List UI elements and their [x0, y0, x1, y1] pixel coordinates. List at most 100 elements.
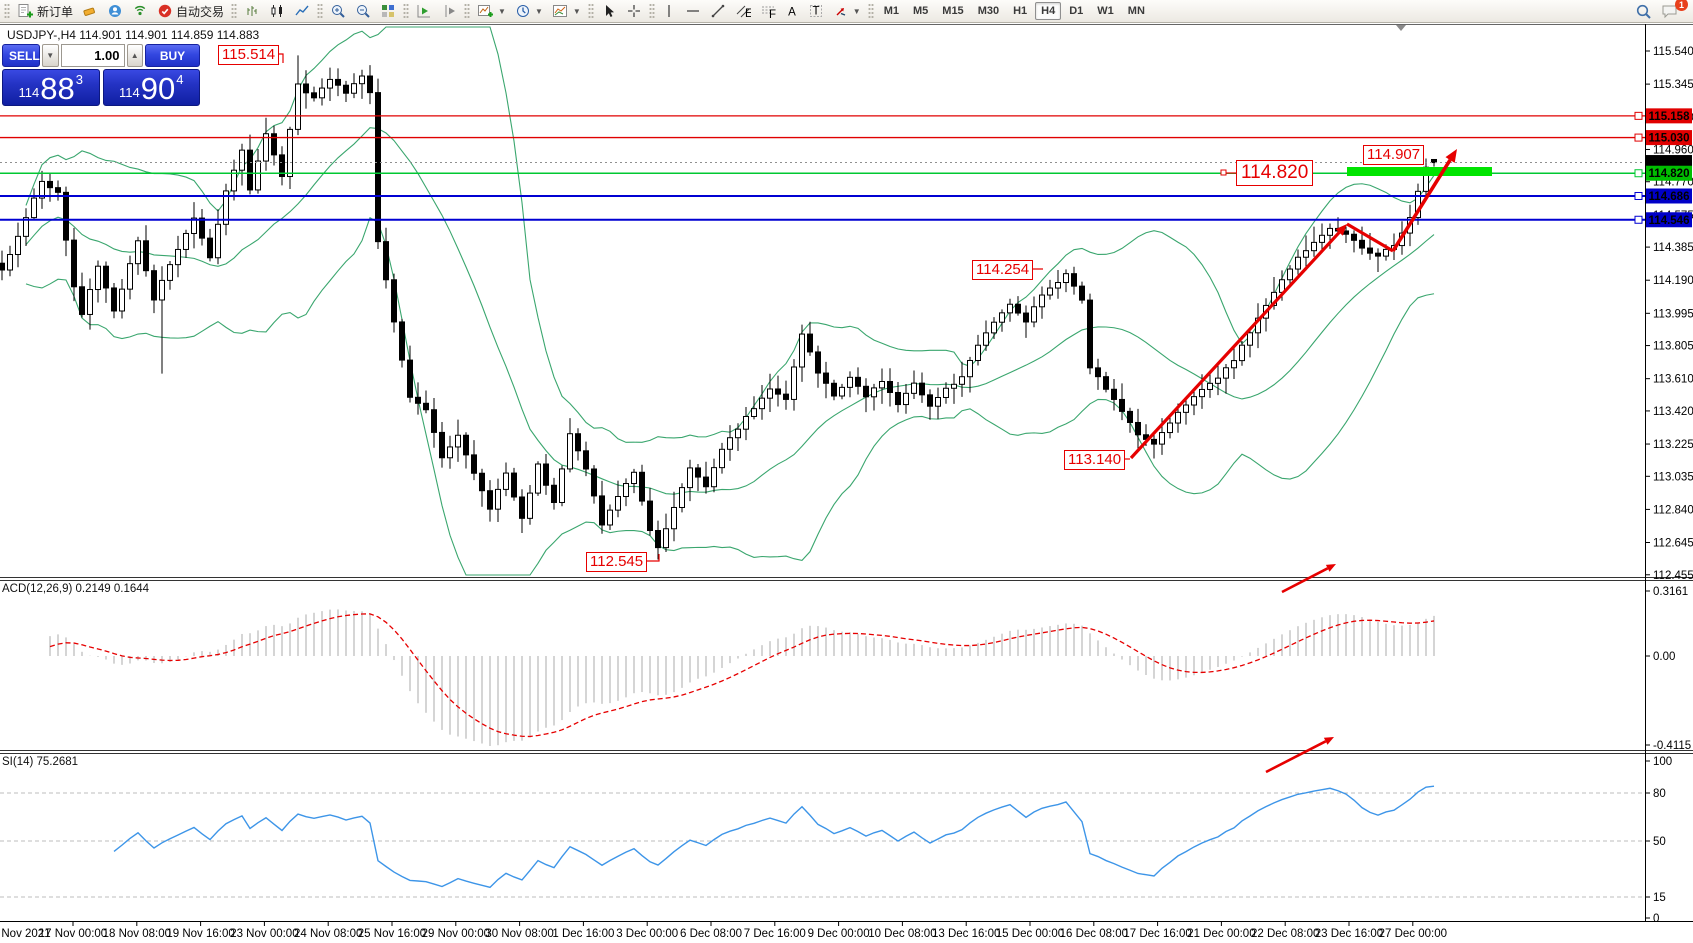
timeframe-h1[interactable]: H1: [1007, 2, 1033, 20]
price-badge-114.546: [1646, 212, 1692, 228]
toolbar-grip[interactable]: [587, 3, 594, 19]
svg-text:50: 50: [1653, 836, 1666, 848]
metaeditor-button[interactable]: [78, 1, 102, 21]
vertical-line-button[interactable]: [658, 1, 680, 21]
candlestick-chart-icon: [271, 5, 283, 17]
price-callout-114.254[interactable]: 114.254: [972, 260, 1034, 280]
pane-separator[interactable]: [0, 750, 1693, 751]
level-handle[interactable]: [1634, 215, 1643, 224]
candlestick-chart-button[interactable]: [265, 1, 289, 21]
buy-button[interactable]: BUY: [145, 44, 200, 67]
svg-text:E: E: [745, 8, 751, 19]
pane-separator[interactable]: [0, 577, 1693, 578]
periods-button[interactable]: ▼: [511, 1, 547, 21]
svg-text:7 Dec 16:00: 7 Dec 16:00: [744, 928, 806, 940]
cursor-icon: [605, 5, 614, 17]
toolbar-grip[interactable]: [231, 3, 238, 19]
svg-text:112.840: 112.840: [1653, 504, 1693, 516]
volume-down-button[interactable]: ▼: [42, 44, 59, 67]
search-button[interactable]: [1631, 1, 1656, 21]
new-chart-button[interactable]: ▼: [473, 1, 510, 21]
horizontal-line-button[interactable]: [681, 1, 705, 21]
arrows-button[interactable]: ▼: [829, 1, 865, 21]
timeframe-m30[interactable]: M30: [972, 2, 1005, 20]
new-order-button[interactable]: 新订单: [13, 1, 77, 21]
level-handle[interactable]: [1634, 169, 1643, 178]
rsi-arrow[interactable]: [1265, 737, 1334, 774]
horizontal-line-icon: [686, 10, 699, 12]
level-handle[interactable]: [1634, 111, 1643, 120]
crosshair-button[interactable]: [622, 1, 646, 21]
search-icon: [1636, 4, 1651, 19]
tile-windows-button[interactable]: [376, 1, 400, 21]
toolbar: 新订单 自动交易 ▼ ▼ ▼ E F A T ▼ M1 M5 M15 M30 H1 H4 D…: [0, 0, 1693, 23]
zoom-in-button[interactable]: [326, 1, 350, 21]
svg-text:0.3161: 0.3161: [1653, 586, 1688, 598]
tile-windows-icon: [382, 5, 395, 17]
auto-scroll-button[interactable]: [412, 1, 436, 21]
toolbar-grip[interactable]: [648, 3, 655, 19]
svg-text:21 Dec 00:00: 21 Dec 00:00: [1187, 928, 1255, 940]
chart-shift-button[interactable]: [437, 1, 461, 21]
auto-trading-label: 自动交易: [176, 4, 225, 19]
volume-up-button[interactable]: ▲: [126, 44, 143, 67]
timeframe-m1[interactable]: M1: [878, 2, 905, 20]
toolbar-grip[interactable]: [464, 3, 471, 19]
svg-text:112.455: 112.455: [1653, 570, 1693, 582]
svg-text:115.345: 115.345: [1653, 79, 1693, 91]
timeframe-h4[interactable]: H4: [1035, 2, 1062, 20]
scroll-position-marker[interactable]: [1396, 25, 1406, 31]
callout-handle[interactable]: [1220, 169, 1227, 176]
timeframe-m5[interactable]: M5: [907, 2, 934, 20]
sell-button[interactable]: SELL: [2, 44, 40, 67]
sell-price-display[interactable]: 114 88 3: [2, 69, 100, 106]
level-handle[interactable]: [1634, 191, 1643, 200]
timeframe-m15[interactable]: M15: [936, 2, 969, 20]
timeframe-w1[interactable]: W1: [1091, 2, 1120, 20]
level-handle[interactable]: [1634, 133, 1643, 142]
trend-arrow-up-leg[interactable]: [1129, 224, 1347, 460]
cursor-button[interactable]: [597, 1, 621, 21]
clock-icon: [516, 5, 529, 17]
toolbar-grip[interactable]: [403, 3, 410, 19]
price-callout-114.907[interactable]: 114.907: [1363, 145, 1425, 165]
zoom-out-button[interactable]: [351, 1, 375, 21]
svg-text:115.030: 115.030: [1649, 133, 1690, 145]
trend-arrow-pullback[interactable]: [1346, 222, 1394, 253]
svg-text:-0.4115: -0.4115: [1653, 740, 1691, 752]
svg-text:27 Dec 00:00: 27 Dec 00:00: [1379, 928, 1447, 940]
macd-arrow[interactable]: [1281, 564, 1336, 594]
svg-text:16 Dec 08:00: 16 Dec 08:00: [1060, 928, 1128, 940]
price-callout-115.514[interactable]: 115.514: [218, 45, 280, 65]
sell-price-prefix: 114: [18, 85, 40, 100]
text-button[interactable]: A: [781, 1, 803, 21]
volume-input[interactable]: [60, 44, 125, 67]
buy-price-big: 90: [140, 70, 176, 106]
text-label-button[interactable]: T: [804, 1, 828, 21]
new-chart-icon: [478, 5, 494, 17]
toolbar-grip[interactable]: [4, 3, 10, 19]
timeframe-mn[interactable]: MN: [1122, 2, 1151, 20]
line-chart-button[interactable]: [290, 1, 314, 21]
auto-scroll-icon: [417, 5, 431, 18]
equidistant-channel-button[interactable]: E: [731, 1, 755, 21]
toolbar-grip[interactable]: [867, 3, 874, 19]
svg-text:113.995: 113.995: [1653, 308, 1693, 320]
buy-price-display[interactable]: 114 90 4: [102, 69, 200, 106]
trend-arrow-breakout[interactable]: [1391, 149, 1457, 252]
bar-chart-button[interactable]: [240, 1, 264, 21]
toolbar-grip[interactable]: [317, 3, 324, 19]
community-button[interactable]: [103, 1, 127, 21]
auto-trading-button[interactable]: 自动交易: [153, 1, 228, 21]
fibonacci-button[interactable]: F: [756, 1, 780, 21]
support-highlight-bar[interactable]: [1347, 167, 1492, 176]
fibonacci-icon: F: [761, 6, 776, 19]
trendline-button[interactable]: [706, 1, 730, 21]
price-callout-114.820[interactable]: 114.820: [1236, 160, 1314, 186]
templates-button[interactable]: ▼: [548, 1, 585, 21]
price-callout-113.140[interactable]: 113.140: [1064, 450, 1126, 470]
timeframe-d1[interactable]: D1: [1063, 2, 1089, 20]
signals-button[interactable]: [128, 1, 152, 21]
price-callout-112.545[interactable]: 112.545: [586, 552, 648, 572]
